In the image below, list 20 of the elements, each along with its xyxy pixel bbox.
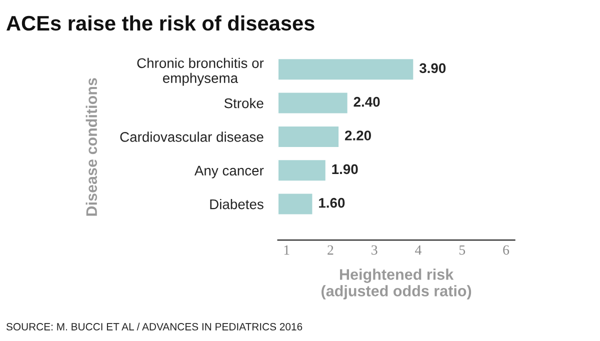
data-label: 2.40 (354, 96, 380, 107)
y-tick-label: Cardiovascular disease (120, 132, 264, 142)
x-tick-label: 4 (415, 245, 422, 255)
chart-title: ACEs raise the risk of diseases (6, 15, 314, 31)
data-label: 1.90 (332, 164, 358, 174)
x-tick-label: 6 (503, 245, 510, 255)
data-label: 2.20 (344, 130, 371, 140)
y-tick-label: Any cancer (194, 166, 264, 178)
y-axis-title: Disease conditions (86, 78, 98, 216)
source-note: SOURCE: M. BUCCI ET AL / ADVANCES IN PEDIATRICS 2016 (6, 322, 302, 330)
x-axis-title: Heightened risk (adjusted odds ratio) (322, 268, 472, 300)
y-tick-label: Diabetes (210, 199, 264, 210)
y-tick-label: Stroke (224, 98, 264, 108)
x-tick-label: 3 (372, 245, 378, 255)
y-tick-label: Chronic bronchitis or emphysema (137, 58, 264, 86)
x-tick-label: 5 (459, 245, 466, 255)
x-tick-label: 1 (284, 245, 290, 255)
x-tick-label: 2 (328, 245, 334, 255)
data-label: 3.90 (419, 63, 446, 74)
data-label: 1.60 (319, 198, 345, 208)
